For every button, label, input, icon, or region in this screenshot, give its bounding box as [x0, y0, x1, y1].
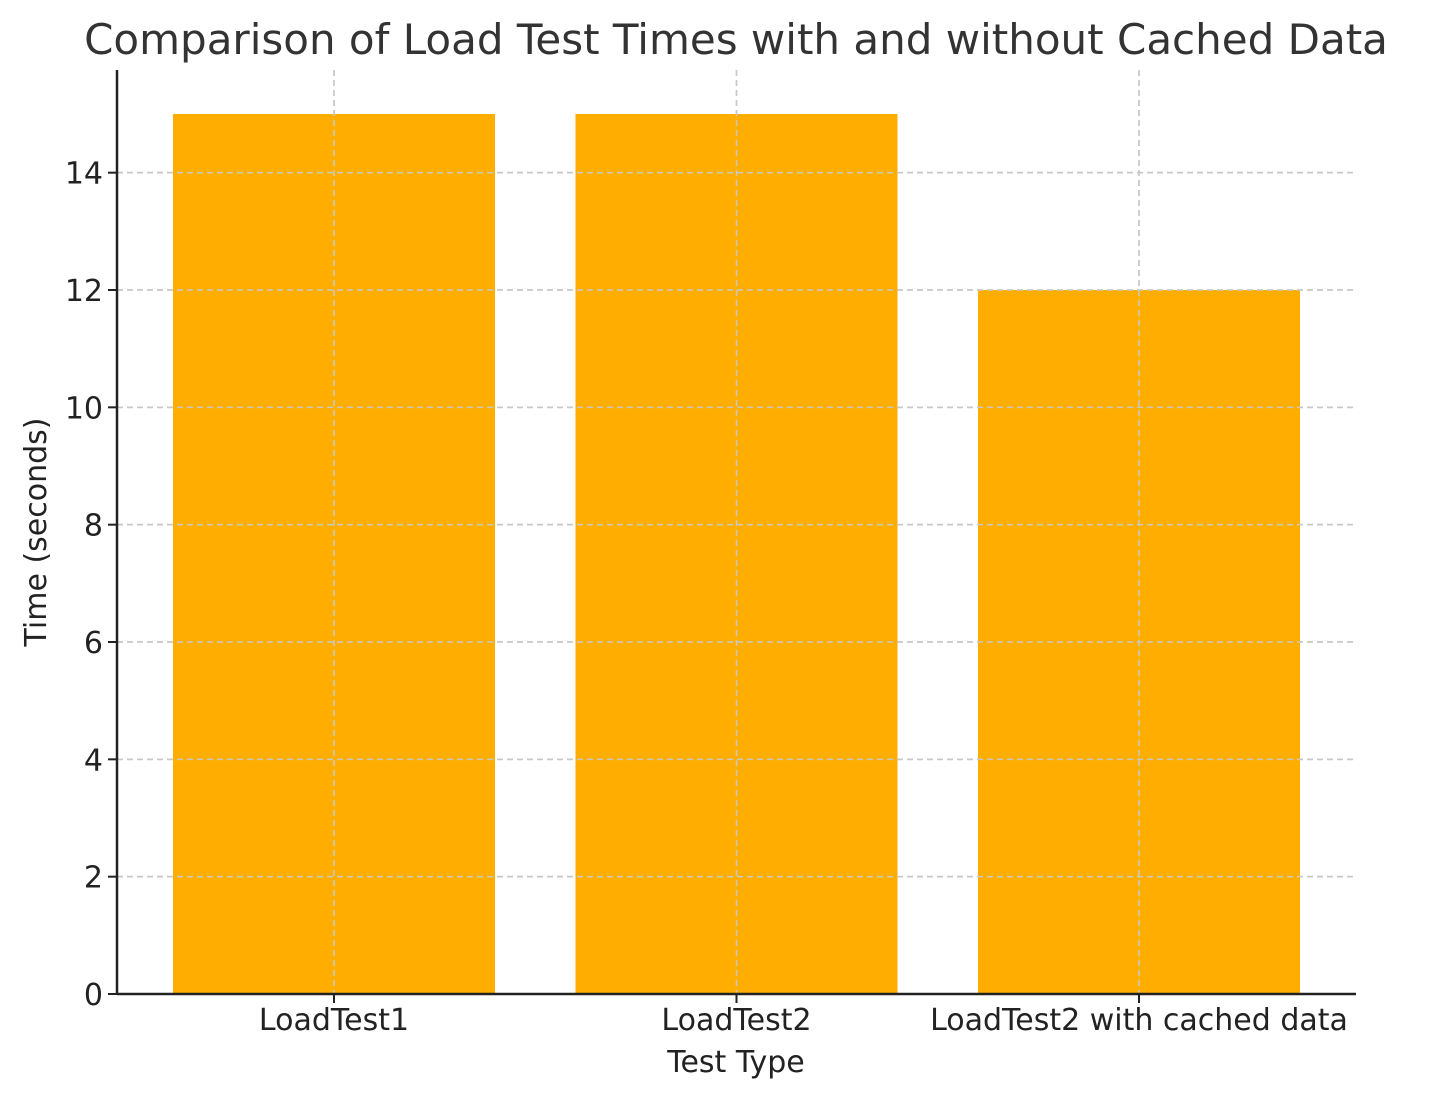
y-tick-label: 4	[84, 743, 103, 778]
x-tick-label: LoadTest2 with cached data	[930, 1003, 1348, 1038]
y-tick-label: 0	[84, 978, 103, 1013]
y-axis-label: Time (seconds)	[19, 418, 54, 648]
y-tick-label: 12	[65, 274, 103, 309]
bars	[117, 70, 1356, 994]
x-tick-label: LoadTest2	[661, 1003, 811, 1038]
y-tick-label: 10	[65, 391, 103, 426]
x-axis-label: Test Type	[666, 1045, 805, 1080]
y-tick-label: 2	[84, 861, 103, 896]
x-tick-label: LoadTest1	[259, 1003, 409, 1038]
y-tick-label: 8	[84, 509, 103, 544]
ticks: 0 2 4 6 8 10 12 14 LoadTest1 LoadTest2 LoadTest2 w…	[65, 157, 1348, 1038]
y-tick-label: 14	[65, 157, 103, 192]
chart-title: Comparison of Load Test Times with and w…	[84, 15, 1388, 64]
y-tick-label: 6	[84, 626, 103, 661]
